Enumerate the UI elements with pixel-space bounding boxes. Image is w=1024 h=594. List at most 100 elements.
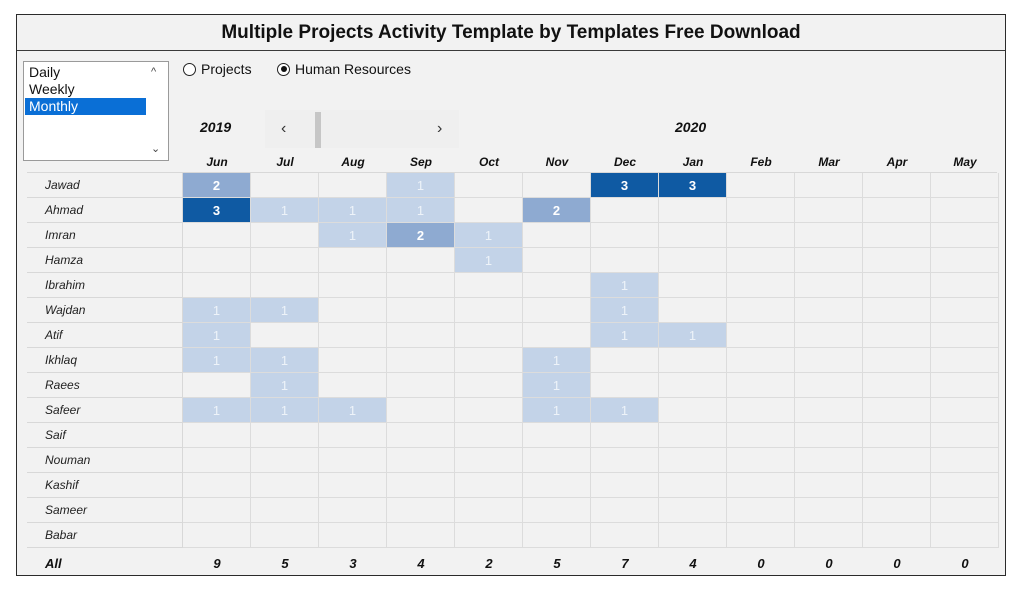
activity-cell[interactable] (319, 523, 387, 548)
activity-cell[interactable] (523, 323, 591, 348)
activity-cell[interactable]: 1 (183, 348, 251, 373)
activity-cell[interactable] (455, 323, 523, 348)
activity-cell[interactable] (455, 498, 523, 523)
month-scrollbar[interactable]: ‹ › (265, 110, 459, 148)
radio-projects[interactable]: Projects (183, 61, 252, 77)
activity-cell[interactable] (523, 223, 591, 248)
activity-cell[interactable] (591, 373, 659, 398)
activity-cell[interactable] (455, 198, 523, 223)
activity-cell[interactable] (319, 473, 387, 498)
activity-cell[interactable] (455, 423, 523, 448)
activity-cell[interactable] (863, 198, 931, 223)
activity-cell[interactable] (795, 173, 863, 198)
activity-cell[interactable] (387, 273, 455, 298)
activity-cell[interactable] (931, 323, 999, 348)
activity-cell[interactable] (183, 373, 251, 398)
activity-cell[interactable] (387, 373, 455, 398)
activity-cell[interactable] (319, 173, 387, 198)
activity-cell[interactable] (931, 248, 999, 273)
activity-cell[interactable] (863, 223, 931, 248)
activity-cell[interactable]: 1 (455, 248, 523, 273)
activity-cell[interactable]: 2 (183, 173, 251, 198)
activity-cell[interactable] (387, 473, 455, 498)
activity-cell[interactable] (455, 298, 523, 323)
activity-cell[interactable] (863, 523, 931, 548)
activity-cell[interactable] (727, 523, 795, 548)
activity-cell[interactable] (659, 248, 727, 273)
activity-cell[interactable] (659, 473, 727, 498)
activity-cell[interactable] (727, 473, 795, 498)
activity-cell[interactable] (319, 298, 387, 323)
activity-cell[interactable] (319, 498, 387, 523)
activity-cell[interactable] (523, 448, 591, 473)
activity-cell[interactable] (387, 448, 455, 473)
activity-cell[interactable]: 1 (387, 198, 455, 223)
activity-cell[interactable] (863, 298, 931, 323)
activity-cell[interactable]: 1 (591, 273, 659, 298)
activity-cell[interactable] (931, 523, 999, 548)
activity-cell[interactable] (863, 473, 931, 498)
activity-cell[interactable] (727, 198, 795, 223)
activity-cell[interactable] (319, 348, 387, 373)
activity-cell[interactable] (863, 348, 931, 373)
activity-cell[interactable] (659, 223, 727, 248)
activity-cell[interactable] (319, 323, 387, 348)
activity-cell[interactable] (931, 423, 999, 448)
activity-cell[interactable] (931, 198, 999, 223)
activity-cell[interactable] (591, 223, 659, 248)
activity-cell[interactable]: 1 (319, 198, 387, 223)
activity-cell[interactable] (659, 373, 727, 398)
chevron-down-icon[interactable]: ⌄ (151, 143, 161, 155)
activity-cell[interactable] (455, 398, 523, 423)
activity-cell[interactable] (727, 173, 795, 198)
activity-cell[interactable] (387, 323, 455, 348)
listbox-scrollbar[interactable]: ^ ⌄ (146, 62, 168, 160)
activity-cell[interactable] (455, 173, 523, 198)
activity-cell[interactable]: 1 (183, 398, 251, 423)
activity-cell[interactable] (523, 523, 591, 548)
activity-cell[interactable] (251, 523, 319, 548)
activity-cell[interactable] (659, 498, 727, 523)
activity-cell[interactable]: 1 (523, 398, 591, 423)
period-option-monthly[interactable]: Monthly (25, 98, 146, 115)
activity-cell[interactable] (795, 273, 863, 298)
activity-cell[interactable] (659, 273, 727, 298)
activity-cell[interactable] (659, 348, 727, 373)
activity-cell[interactable] (251, 223, 319, 248)
radio-human-resources[interactable]: Human Resources (277, 61, 411, 77)
activity-cell[interactable] (795, 198, 863, 223)
activity-cell[interactable] (183, 498, 251, 523)
activity-cell[interactable] (795, 248, 863, 273)
activity-cell[interactable] (319, 448, 387, 473)
radio-projects-indicator[interactable] (183, 62, 196, 76)
activity-cell[interactable] (727, 423, 795, 448)
activity-cell[interactable] (591, 448, 659, 473)
activity-cell[interactable]: 1 (183, 323, 251, 348)
activity-cell[interactable]: 1 (319, 398, 387, 423)
activity-cell[interactable] (659, 298, 727, 323)
activity-cell[interactable] (387, 423, 455, 448)
activity-cell[interactable] (863, 248, 931, 273)
activity-cell[interactable] (523, 273, 591, 298)
scrollbar-thumb[interactable] (315, 112, 321, 148)
activity-cell[interactable] (795, 498, 863, 523)
activity-cell[interactable] (863, 323, 931, 348)
activity-cell[interactable] (727, 273, 795, 298)
activity-cell[interactable] (523, 473, 591, 498)
activity-cell[interactable] (795, 373, 863, 398)
activity-cell[interactable]: 1 (523, 348, 591, 373)
period-option-weekly[interactable]: Weekly (29, 81, 75, 97)
activity-cell[interactable] (931, 373, 999, 398)
activity-cell[interactable] (931, 398, 999, 423)
activity-cell[interactable]: 1 (591, 398, 659, 423)
activity-cell[interactable] (523, 173, 591, 198)
activity-cell[interactable] (183, 523, 251, 548)
activity-cell[interactable] (591, 198, 659, 223)
activity-cell[interactable] (319, 248, 387, 273)
activity-cell[interactable] (727, 298, 795, 323)
activity-cell[interactable] (455, 523, 523, 548)
activity-cell[interactable] (319, 423, 387, 448)
activity-cell[interactable] (863, 498, 931, 523)
activity-cell[interactable] (795, 323, 863, 348)
activity-cell[interactable] (863, 373, 931, 398)
